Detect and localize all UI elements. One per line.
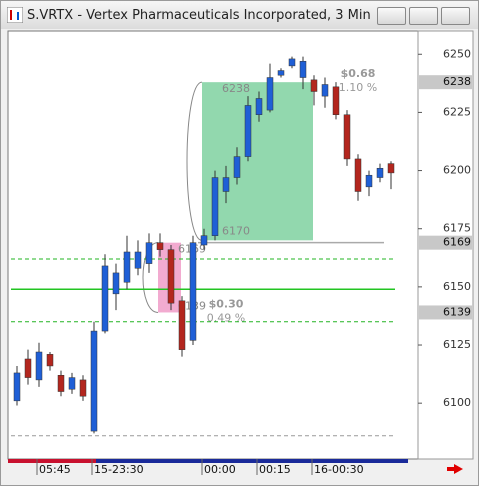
measure-change: $0.30 bbox=[209, 297, 244, 310]
candle-body bbox=[365, 174, 373, 188]
candle-body bbox=[13, 372, 21, 402]
title-bar: S.VRTX - Vertex Pharmaceuticals Incorpor… bbox=[1, 1, 478, 29]
window-title: S.VRTX - Vertex Pharmaceuticals Incorpor… bbox=[27, 8, 371, 23]
session-bar bbox=[96, 459, 408, 463]
candle-body bbox=[123, 251, 131, 283]
candle-body bbox=[354, 158, 362, 192]
candle-body bbox=[112, 272, 120, 295]
candle-body bbox=[46, 354, 54, 367]
price-marker-label: 6139 bbox=[443, 305, 471, 318]
y-tick-label: 6175 bbox=[443, 222, 471, 235]
candle-body bbox=[299, 60, 307, 78]
candle-body bbox=[211, 177, 219, 236]
candle-body bbox=[222, 177, 230, 192]
candle-body bbox=[57, 375, 65, 392]
candle-body bbox=[145, 242, 153, 264]
candle-body bbox=[79, 379, 87, 397]
x-tick-label: 05:45 bbox=[39, 463, 71, 476]
chart: 6238 6170 $0.681.10 % 6139 6169 $0.300.49 % 61… bbox=[7, 30, 474, 476]
app-icon bbox=[7, 7, 23, 23]
candle-body bbox=[200, 235, 208, 246]
scroll-arrow[interactable] bbox=[447, 464, 463, 474]
candle-body bbox=[332, 86, 340, 115]
y-tick-label: 6125 bbox=[443, 338, 471, 351]
x-tick-label: 00:00 bbox=[204, 463, 236, 476]
close-button[interactable] bbox=[441, 7, 470, 25]
x-tick-label: 00:15 bbox=[259, 463, 291, 476]
candle-body bbox=[156, 242, 164, 250]
minimize-button[interactable] bbox=[377, 7, 406, 25]
maximize-button[interactable] bbox=[409, 7, 438, 25]
price-marker bbox=[419, 235, 472, 250]
candle-body bbox=[266, 77, 274, 111]
candle-body bbox=[101, 265, 109, 332]
x-tick-label: 16-00:30 bbox=[314, 463, 364, 476]
measure-percent: 0.49 % bbox=[207, 311, 245, 324]
price-marker-label: 6238 bbox=[443, 75, 471, 88]
candle-body bbox=[167, 249, 175, 304]
candle-body bbox=[288, 58, 296, 67]
session-bar bbox=[8, 459, 96, 463]
candle-body bbox=[376, 167, 384, 178]
candle-body bbox=[343, 114, 351, 160]
price-marker-label: 6169 bbox=[443, 236, 471, 249]
y-tick-label: 6200 bbox=[443, 164, 471, 177]
candle-body bbox=[321, 84, 329, 97]
y-tick-label: 6250 bbox=[443, 47, 471, 60]
candle-body bbox=[310, 79, 318, 92]
candle-body bbox=[134, 251, 142, 269]
y-tick-label: 6100 bbox=[443, 396, 471, 409]
measure-percent: 1.10 % bbox=[339, 81, 377, 94]
candle-body bbox=[68, 377, 76, 390]
candle-body bbox=[387, 163, 395, 174]
candle-body bbox=[255, 98, 263, 115]
measure-arc bbox=[142, 242, 159, 313]
y-tick-label: 6225 bbox=[443, 105, 471, 118]
measure-label: 6170 bbox=[222, 224, 250, 237]
measure-change: $0.68 bbox=[341, 67, 376, 80]
candle-body bbox=[189, 242, 197, 341]
candle-body bbox=[90, 330, 98, 432]
measure-arc bbox=[186, 81, 203, 241]
price-marker bbox=[419, 305, 472, 320]
price-marker bbox=[419, 75, 472, 90]
measure-label: 6238 bbox=[222, 82, 250, 95]
candle-body bbox=[244, 105, 252, 157]
y-tick-label: 6150 bbox=[443, 280, 471, 293]
candle-body bbox=[233, 156, 241, 178]
candle-body bbox=[24, 358, 32, 378]
candle-body bbox=[277, 70, 285, 76]
candle-body bbox=[35, 351, 43, 381]
candle-body bbox=[178, 300, 186, 350]
x-tick-label: 15-23:30 bbox=[94, 463, 144, 476]
